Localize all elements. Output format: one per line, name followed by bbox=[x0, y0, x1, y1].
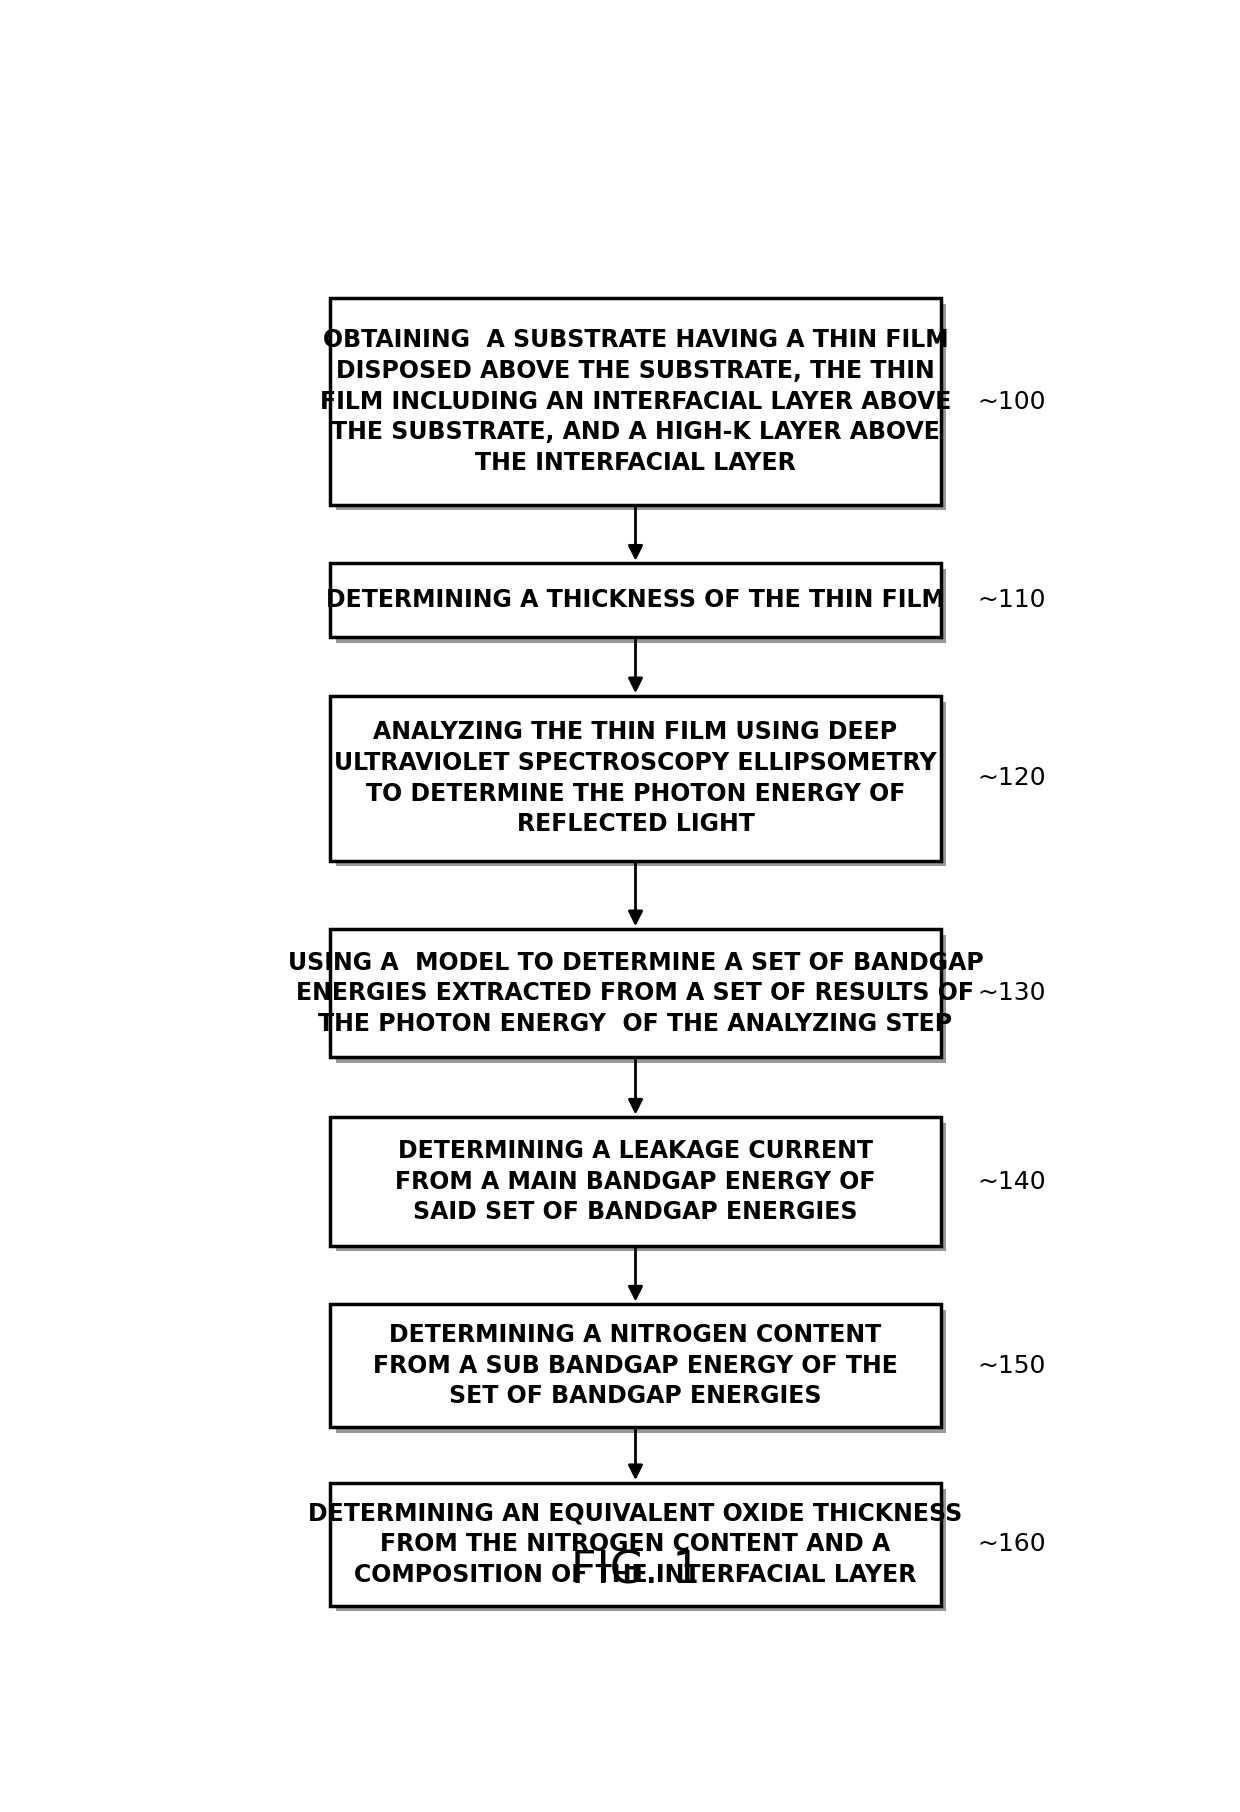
Text: DETERMINING AN EQUIVALENT OXIDE THICKNESS
FROM THE NITROGEN CONTENT AND A
COMPOS: DETERMINING AN EQUIVALENT OXIDE THICKNES… bbox=[309, 1502, 962, 1587]
Text: ANALYZING THE THIN FILM USING DEEP
ULTRAVIOLET SPECTROSCOPY ELLIPSOMETRY
TO DETE: ANALYZING THE THIN FILM USING DEEP ULTRA… bbox=[335, 721, 936, 837]
FancyBboxPatch shape bbox=[330, 1482, 941, 1605]
FancyBboxPatch shape bbox=[330, 299, 941, 506]
FancyBboxPatch shape bbox=[336, 1123, 946, 1252]
FancyBboxPatch shape bbox=[330, 1305, 941, 1428]
Text: ~110: ~110 bbox=[977, 589, 1045, 612]
FancyBboxPatch shape bbox=[330, 930, 941, 1058]
Text: ~140: ~140 bbox=[977, 1169, 1045, 1194]
Text: ~150: ~150 bbox=[977, 1354, 1045, 1377]
Text: DETERMINING A LEAKAGE CURRENT
FROM A MAIN BANDGAP ENERGY OF
SAID SET OF BANDGAP : DETERMINING A LEAKAGE CURRENT FROM A MAI… bbox=[396, 1140, 875, 1225]
Text: DETERMINING A NITROGEN CONTENT
FROM A SUB BANDGAP ENERGY OF THE
SET OF BANDGAP E: DETERMINING A NITROGEN CONTENT FROM A SU… bbox=[373, 1323, 898, 1408]
FancyBboxPatch shape bbox=[330, 1118, 941, 1245]
Text: OBTAINING  A SUBSTRATE HAVING A THIN FILM
DISPOSED ABOVE THE SUBSTRATE, THE THIN: OBTAINING A SUBSTRATE HAVING A THIN FILM… bbox=[320, 328, 951, 475]
FancyBboxPatch shape bbox=[336, 935, 946, 1064]
Text: ~100: ~100 bbox=[977, 390, 1045, 413]
FancyBboxPatch shape bbox=[330, 696, 941, 861]
FancyBboxPatch shape bbox=[336, 304, 946, 511]
Text: DETERMINING A THICKNESS OF THE THIN FILM: DETERMINING A THICKNESS OF THE THIN FILM bbox=[326, 589, 945, 612]
FancyBboxPatch shape bbox=[336, 1310, 946, 1433]
Text: ~130: ~130 bbox=[977, 980, 1045, 1006]
FancyBboxPatch shape bbox=[336, 701, 946, 866]
Text: ~160: ~160 bbox=[977, 1533, 1045, 1557]
FancyBboxPatch shape bbox=[336, 569, 946, 643]
Text: USING A  MODEL TO DETERMINE A SET OF BANDGAP
ENERGIES EXTRACTED FROM A SET OF RE: USING A MODEL TO DETERMINE A SET OF BAND… bbox=[288, 951, 983, 1036]
FancyBboxPatch shape bbox=[330, 564, 941, 638]
FancyBboxPatch shape bbox=[336, 1488, 946, 1611]
Text: FIG. 1: FIG. 1 bbox=[570, 1549, 701, 1593]
Text: ~120: ~120 bbox=[977, 766, 1045, 790]
